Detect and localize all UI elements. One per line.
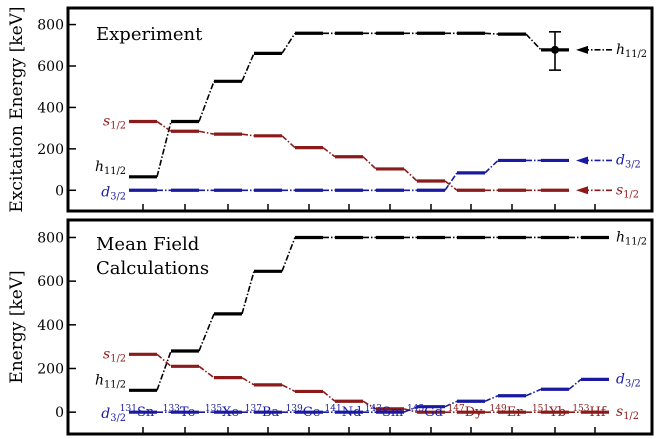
level-connector xyxy=(444,172,458,191)
level-connector xyxy=(525,388,542,397)
x-tick-label: 131Sn xyxy=(120,404,155,420)
level-connector xyxy=(403,408,418,413)
annotation-label-h: h11/2 xyxy=(616,42,647,60)
level-connector xyxy=(156,350,172,391)
level-connector xyxy=(241,376,255,386)
level-connector xyxy=(484,32,499,35)
panel-title-line: Mean Field xyxy=(96,234,199,255)
level-connector xyxy=(156,121,172,178)
level-connector xyxy=(241,133,255,137)
y-tick-label: 800 xyxy=(37,18,64,34)
annotation-label-d: d3/2 xyxy=(616,152,641,170)
annotation-label-s: s1/2 xyxy=(616,182,639,200)
y-tick-label: 600 xyxy=(37,59,64,75)
y-tick-label: 400 xyxy=(37,318,64,334)
y-tick-label: 0 xyxy=(55,183,64,199)
x-tick-label: 147Dy xyxy=(448,404,484,420)
x-tick-label: 135Xe xyxy=(205,404,239,420)
y-tick-label: 600 xyxy=(37,274,64,290)
level-connector xyxy=(362,156,377,170)
level-connector xyxy=(403,405,418,413)
y-tick-label: 400 xyxy=(37,100,64,116)
series-s: s1/2 xyxy=(103,114,569,192)
series-label-h: h11/2 xyxy=(95,372,126,390)
y-axis-label: Excitation Energy [keV] xyxy=(7,6,27,212)
level-connector xyxy=(322,146,336,158)
x-tick-label: 137Ba xyxy=(245,404,280,420)
level-connector xyxy=(281,135,296,149)
level-connector xyxy=(198,313,215,352)
level-connector xyxy=(198,365,215,379)
level-connector xyxy=(484,395,499,402)
panel-title-line: Calculations xyxy=(96,258,209,279)
level-connector xyxy=(484,159,499,174)
x-tick-label: 145Gd xyxy=(407,404,443,420)
x-tick-label: 151Yb xyxy=(532,404,566,420)
level-connector xyxy=(156,120,172,132)
x-tick-label: 139Ce xyxy=(286,404,321,420)
level-connector xyxy=(444,400,458,408)
level-connector xyxy=(322,390,336,402)
series-label-s: s1/2 xyxy=(103,114,126,132)
plot-frame xyxy=(66,6,654,213)
y-tick-label: 0 xyxy=(55,405,64,421)
level-connector xyxy=(241,271,255,315)
level-connector xyxy=(281,237,296,272)
level-connector xyxy=(198,81,215,122)
annotation-arrowhead xyxy=(576,45,588,54)
y-tick-label: 200 xyxy=(37,142,64,158)
x-tick-label: 141Nd xyxy=(325,404,362,420)
panel-1: 0 200 400 600 800 Excitation Energy [keV] Expe… xyxy=(7,6,654,213)
y-tick-label: 200 xyxy=(37,361,64,377)
panel-title: Experiment xyxy=(96,24,203,45)
level-connector xyxy=(403,168,418,182)
x-tick-label: 133Te xyxy=(163,404,196,420)
series-d: d3/2 xyxy=(101,158,569,202)
series-label-h: h11/2 xyxy=(95,159,126,177)
series-h: h11/2 xyxy=(95,31,569,179)
annotation-arrowhead xyxy=(576,156,588,165)
level-connector xyxy=(241,53,255,82)
level-connector xyxy=(362,400,377,410)
x-tick-label: 153Hf xyxy=(572,404,607,420)
level-connector xyxy=(156,353,172,367)
right-label-d: d3/2 xyxy=(616,371,641,389)
x-tick-label: 149Er xyxy=(490,404,524,420)
level-connector xyxy=(525,33,542,51)
plot-frame xyxy=(66,218,654,436)
panel-2: 0 200 400 600 800 Energy [keV] Mean Field Calcu… xyxy=(7,218,654,436)
annotation-arrowhead xyxy=(576,186,588,195)
level-connector xyxy=(568,378,582,390)
series-h: h11/2 xyxy=(95,235,609,392)
level-connector xyxy=(444,180,458,191)
y-axis-label: Energy [keV] xyxy=(7,270,27,383)
series-d: d3/2 xyxy=(101,377,609,424)
x-tick-label: 143Sm xyxy=(365,404,403,420)
right-label-s: s1/2 xyxy=(616,404,639,422)
y-tick-label: 800 xyxy=(37,230,64,246)
series-s: s1/2 xyxy=(103,346,609,414)
data-point xyxy=(551,45,559,54)
series-label-s: s1/2 xyxy=(103,346,126,364)
series-label-d: d3/2 xyxy=(101,406,126,424)
level-connector xyxy=(198,130,215,135)
series-label-d: d3/2 xyxy=(101,184,126,202)
level-connector xyxy=(281,32,296,54)
right-label-h: h11/2 xyxy=(616,229,647,247)
level-connector xyxy=(281,384,296,393)
